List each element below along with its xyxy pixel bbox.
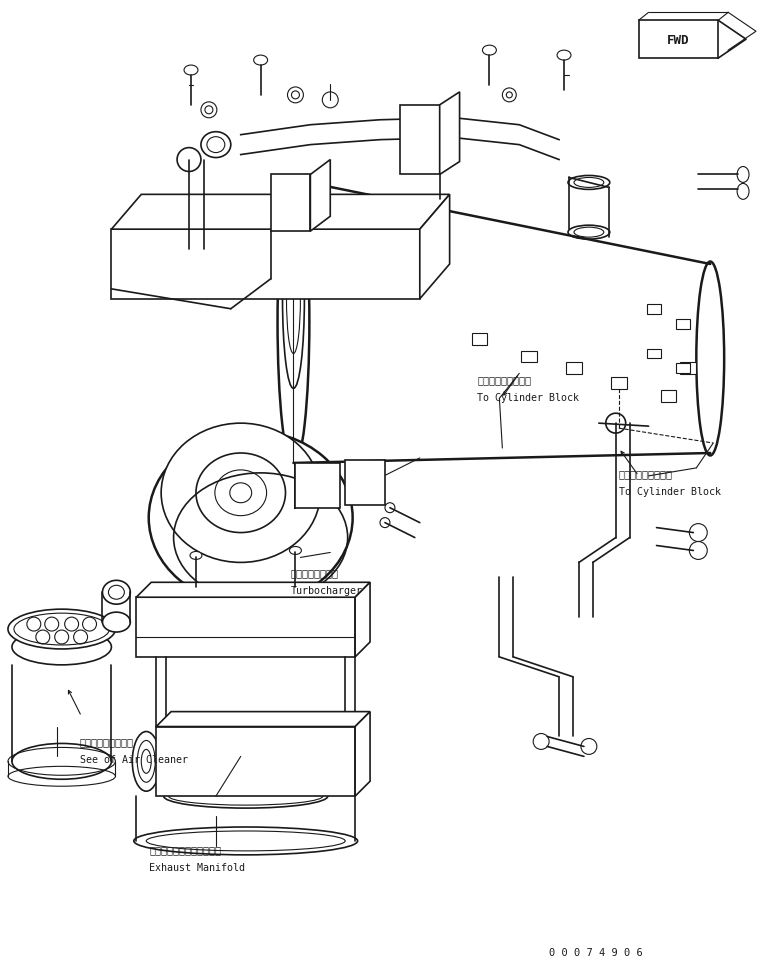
Text: 0 0 0 7 4 9 0 6: 0 0 0 7 4 9 0 6 [549, 948, 643, 957]
Polygon shape [270, 175, 310, 232]
Polygon shape [647, 305, 660, 314]
Polygon shape [310, 160, 330, 232]
Text: FWD: FWD [667, 34, 690, 47]
Circle shape [606, 414, 625, 433]
Text: Exhaust Manifold: Exhaust Manifold [150, 862, 245, 872]
Text: エアークリーナ参照: エアークリーナ参照 [80, 737, 134, 747]
Circle shape [502, 88, 516, 103]
Ellipse shape [134, 827, 357, 855]
Polygon shape [676, 319, 691, 330]
Polygon shape [400, 106, 439, 175]
Ellipse shape [102, 580, 131, 604]
Text: シリンダブロックへ: シリンダブロックへ [477, 375, 531, 385]
Ellipse shape [557, 51, 571, 61]
Ellipse shape [12, 744, 112, 779]
Polygon shape [521, 351, 537, 363]
Polygon shape [137, 582, 370, 598]
Polygon shape [112, 195, 449, 230]
Ellipse shape [190, 552, 202, 560]
Polygon shape [355, 582, 370, 657]
Circle shape [689, 524, 707, 542]
Circle shape [533, 734, 549, 750]
Circle shape [201, 103, 217, 118]
Ellipse shape [164, 784, 328, 808]
Polygon shape [156, 727, 355, 797]
Circle shape [177, 148, 201, 172]
Polygon shape [112, 230, 420, 300]
Polygon shape [355, 712, 370, 797]
Polygon shape [611, 378, 627, 390]
Ellipse shape [568, 176, 609, 190]
Text: シリンダブロックへ: シリンダブロックへ [619, 468, 672, 479]
Polygon shape [660, 391, 676, 403]
Text: See of Air Cleaner: See of Air Cleaner [80, 754, 187, 765]
Ellipse shape [568, 226, 609, 240]
Ellipse shape [12, 629, 112, 665]
Ellipse shape [184, 66, 198, 76]
Polygon shape [137, 598, 355, 657]
Circle shape [581, 739, 597, 754]
Ellipse shape [696, 262, 724, 456]
Polygon shape [566, 363, 582, 375]
Text: To Cylinder Block: To Cylinder Block [477, 393, 579, 403]
Polygon shape [676, 364, 691, 374]
Ellipse shape [132, 731, 160, 791]
Text: Turbocharger: Turbocharger [291, 585, 363, 596]
Text: ターボチャージャ: ターボチャージャ [291, 568, 339, 578]
Ellipse shape [254, 56, 268, 66]
Polygon shape [439, 93, 460, 175]
Circle shape [288, 87, 304, 104]
Polygon shape [647, 349, 660, 359]
Polygon shape [156, 712, 370, 727]
Polygon shape [638, 21, 718, 59]
Ellipse shape [102, 612, 131, 632]
Ellipse shape [483, 46, 496, 56]
Polygon shape [420, 195, 449, 300]
Ellipse shape [278, 178, 310, 466]
Ellipse shape [737, 167, 749, 184]
Polygon shape [680, 363, 696, 375]
Polygon shape [295, 463, 340, 508]
Ellipse shape [201, 133, 231, 159]
Ellipse shape [161, 424, 320, 563]
Circle shape [689, 542, 707, 560]
Ellipse shape [8, 609, 115, 650]
Text: To Cylinder Block: To Cylinder Block [619, 486, 721, 496]
Text: エキゾーストマニホールド: エキゾーストマニホールド [150, 844, 221, 854]
Polygon shape [471, 333, 487, 345]
Ellipse shape [289, 547, 301, 554]
Polygon shape [345, 460, 385, 505]
Ellipse shape [149, 431, 353, 605]
Ellipse shape [737, 185, 749, 200]
